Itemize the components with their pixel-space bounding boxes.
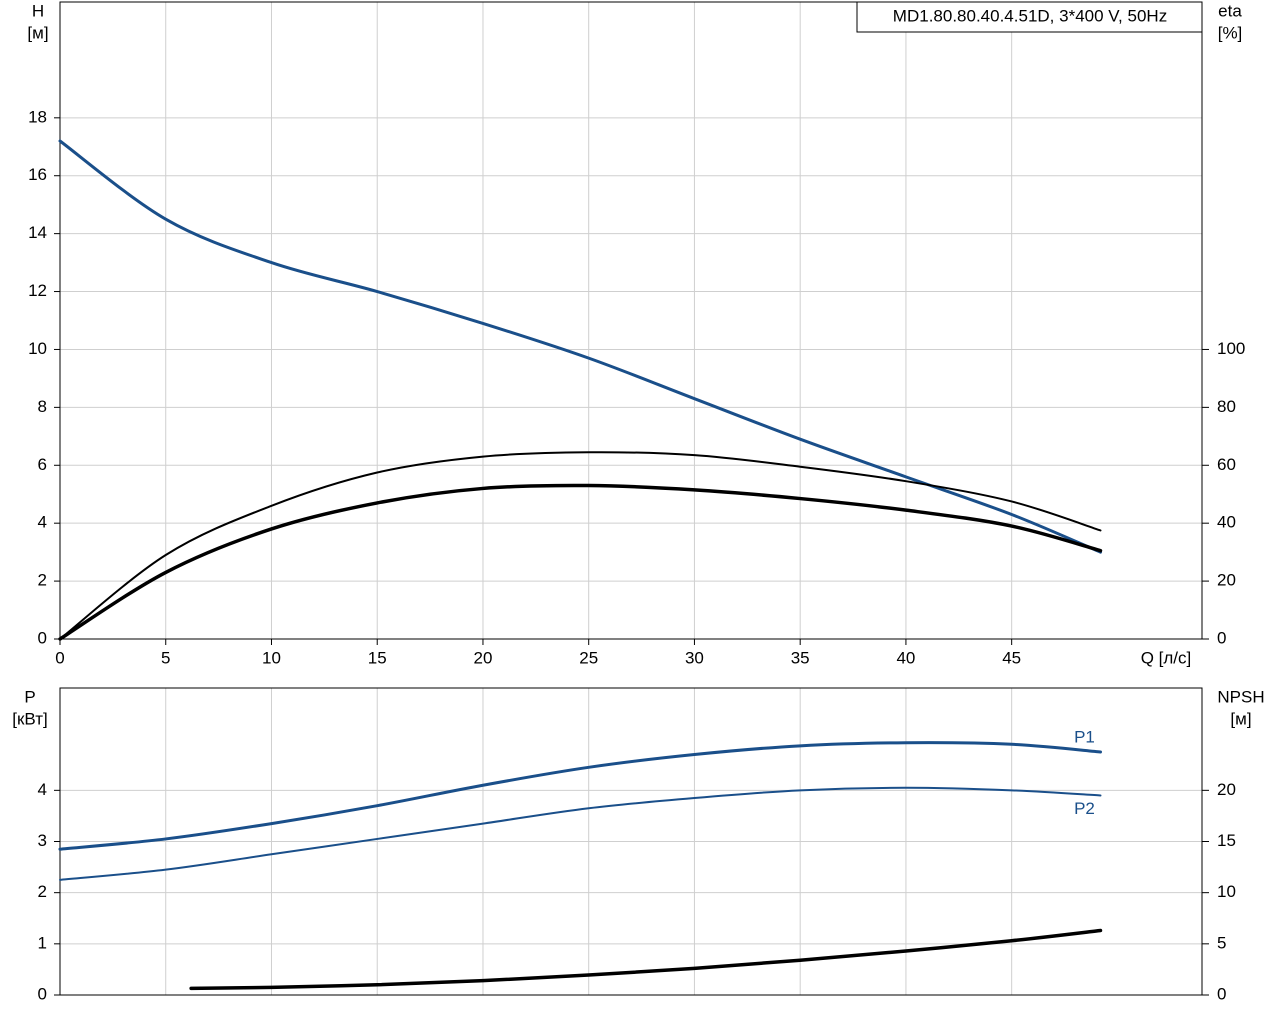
y2-tick-label: 0 xyxy=(1217,984,1226,1003)
y-tick-label: 0 xyxy=(38,984,47,1003)
y-tick-label: 3 xyxy=(38,831,47,850)
y2-tick-label: 0 xyxy=(1217,628,1226,647)
y-tick-label: 6 xyxy=(38,455,47,474)
series-label: P1 xyxy=(1074,727,1095,746)
chart-title: MD1.80.80.40.4.51D, 3*400 V, 50Hz xyxy=(893,6,1167,25)
y2-axis-label: eta xyxy=(1218,1,1242,20)
y-tick-label: 14 xyxy=(28,223,47,242)
y2-tick-label: 60 xyxy=(1217,455,1236,474)
y-tick-label: 16 xyxy=(28,165,47,184)
y2-axis-label: [%] xyxy=(1218,23,1243,42)
y2-tick-label: 15 xyxy=(1217,831,1236,850)
y-tick-label: 4 xyxy=(38,513,47,532)
x-tick-label: 35 xyxy=(791,648,810,667)
y2-tick-label: 40 xyxy=(1217,513,1236,532)
x-tick-label: 45 xyxy=(1002,648,1021,667)
x-tick-label: 25 xyxy=(579,648,598,667)
series-label: P2 xyxy=(1074,799,1095,818)
series-line xyxy=(58,139,1102,554)
title-box xyxy=(856,1,1203,33)
plot-frame xyxy=(59,1,1203,640)
y-axis-label: [м] xyxy=(27,23,48,42)
x-tick-label: 30 xyxy=(685,648,704,667)
y-tick-label: 12 xyxy=(28,281,47,300)
y2-axis-label: [м] xyxy=(1230,709,1251,728)
x-tick-label: 10 xyxy=(262,648,281,667)
y2-tick-label: 20 xyxy=(1217,780,1236,799)
x-tick-label: 40 xyxy=(896,648,915,667)
y2-axis-label: NPSH xyxy=(1217,687,1264,706)
series-line xyxy=(59,451,1102,640)
y2-tick-label: 5 xyxy=(1217,933,1226,952)
series-line xyxy=(59,786,1102,881)
y-axis-label: P xyxy=(24,687,35,706)
y-tick-label: 10 xyxy=(28,339,47,358)
y2-tick-label: 80 xyxy=(1217,397,1236,416)
y2-tick-label: 10 xyxy=(1217,882,1236,901)
series-line xyxy=(189,928,1103,991)
x-tick-label: 20 xyxy=(474,648,493,667)
y-axis-label: [кВт] xyxy=(12,709,47,728)
y-axis-label: H xyxy=(32,1,44,20)
series-line xyxy=(58,483,1103,641)
y2-tick-label: 20 xyxy=(1217,571,1236,590)
y-tick-label: 4 xyxy=(38,780,47,799)
y-tick-label: 18 xyxy=(28,107,47,126)
series-line xyxy=(58,741,1102,851)
y-tick-label: 2 xyxy=(38,882,47,901)
y-tick-label: 1 xyxy=(38,933,47,952)
x-tick-label: 15 xyxy=(368,648,387,667)
y2-tick-label: 100 xyxy=(1217,339,1245,358)
y-tick-label: 0 xyxy=(38,628,47,647)
x-axis-label: Q [л/с] xyxy=(1141,648,1192,667)
x-tick-label: 0 xyxy=(55,648,64,667)
x-tick-label: 5 xyxy=(161,648,170,667)
y-tick-label: 8 xyxy=(38,397,47,416)
plot-frame xyxy=(59,687,1203,996)
y-tick-label: 2 xyxy=(38,571,47,590)
